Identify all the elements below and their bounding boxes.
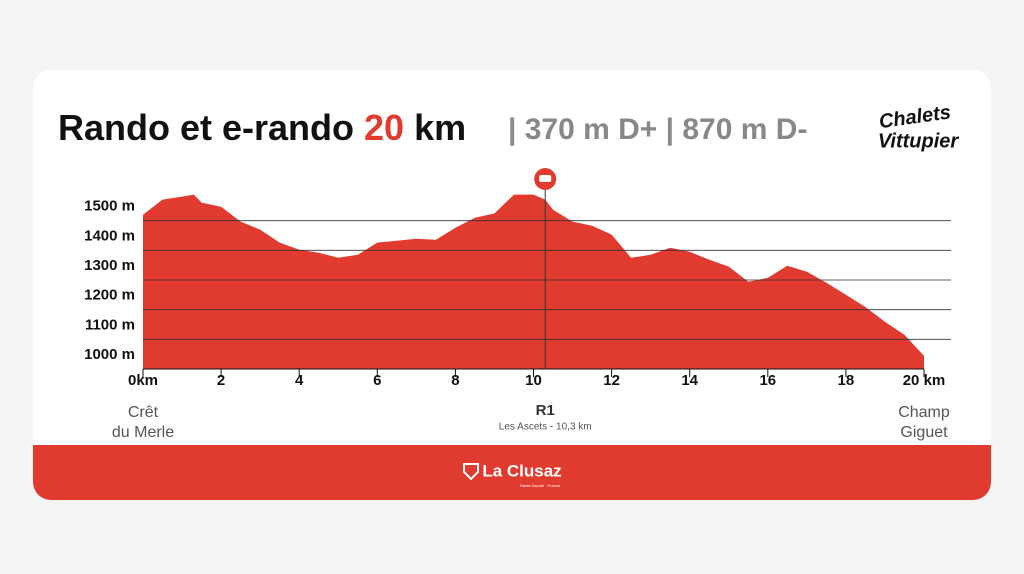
title-text: Rando et e-rando bbox=[58, 107, 364, 148]
footer-brand: La Clusaz bbox=[482, 461, 561, 480]
title-unit: km bbox=[404, 107, 466, 148]
y-tick-label: 1000 m bbox=[84, 346, 135, 363]
x-tick-label: 20 km bbox=[903, 372, 946, 389]
marker-sublabel: Les Ascets - 10,3 km bbox=[499, 422, 592, 433]
y-tick-label: 1500 m bbox=[84, 198, 135, 215]
footer-icon bbox=[463, 463, 479, 481]
x-tick-label: 16 bbox=[759, 372, 776, 389]
endpoint-label: Crêt bbox=[128, 404, 159, 421]
title-distance: 20 bbox=[364, 107, 404, 148]
x-tick-label: 8 bbox=[451, 372, 459, 389]
endpoint-label: du Merle bbox=[112, 424, 174, 441]
elevation-area bbox=[143, 194, 924, 369]
x-tick-label: 18 bbox=[838, 372, 855, 389]
x-tick-label: 4 bbox=[295, 372, 304, 389]
y-tick-label: 1200 m bbox=[84, 287, 135, 304]
marker-label: R1 bbox=[536, 402, 555, 419]
x-tick-label: 14 bbox=[681, 372, 698, 389]
footer-band bbox=[33, 445, 991, 500]
x-tick-label: 12 bbox=[603, 372, 620, 389]
subtitle: | 370 m D+ | 870 m D- bbox=[508, 113, 807, 146]
marker-icon-glyph bbox=[539, 175, 552, 182]
y-tick-label: 1400 m bbox=[84, 227, 135, 244]
logo-line: Vittupier bbox=[878, 130, 960, 152]
endpoint-label: Champ bbox=[898, 404, 950, 421]
x-tick-label: 2 bbox=[217, 372, 225, 389]
chart-title: Rando et e-rando 20 km bbox=[58, 107, 466, 148]
x-tick-label: 10 bbox=[525, 372, 542, 389]
footer-tagline: Haute-Savoie · France bbox=[520, 483, 561, 488]
endpoint-label: Giguet bbox=[900, 424, 948, 441]
x-tick-label: 0km bbox=[128, 372, 158, 389]
y-tick-label: 1300 m bbox=[84, 257, 135, 274]
y-tick-label: 1100 m bbox=[85, 316, 135, 333]
x-tick-label: 6 bbox=[373, 372, 381, 389]
